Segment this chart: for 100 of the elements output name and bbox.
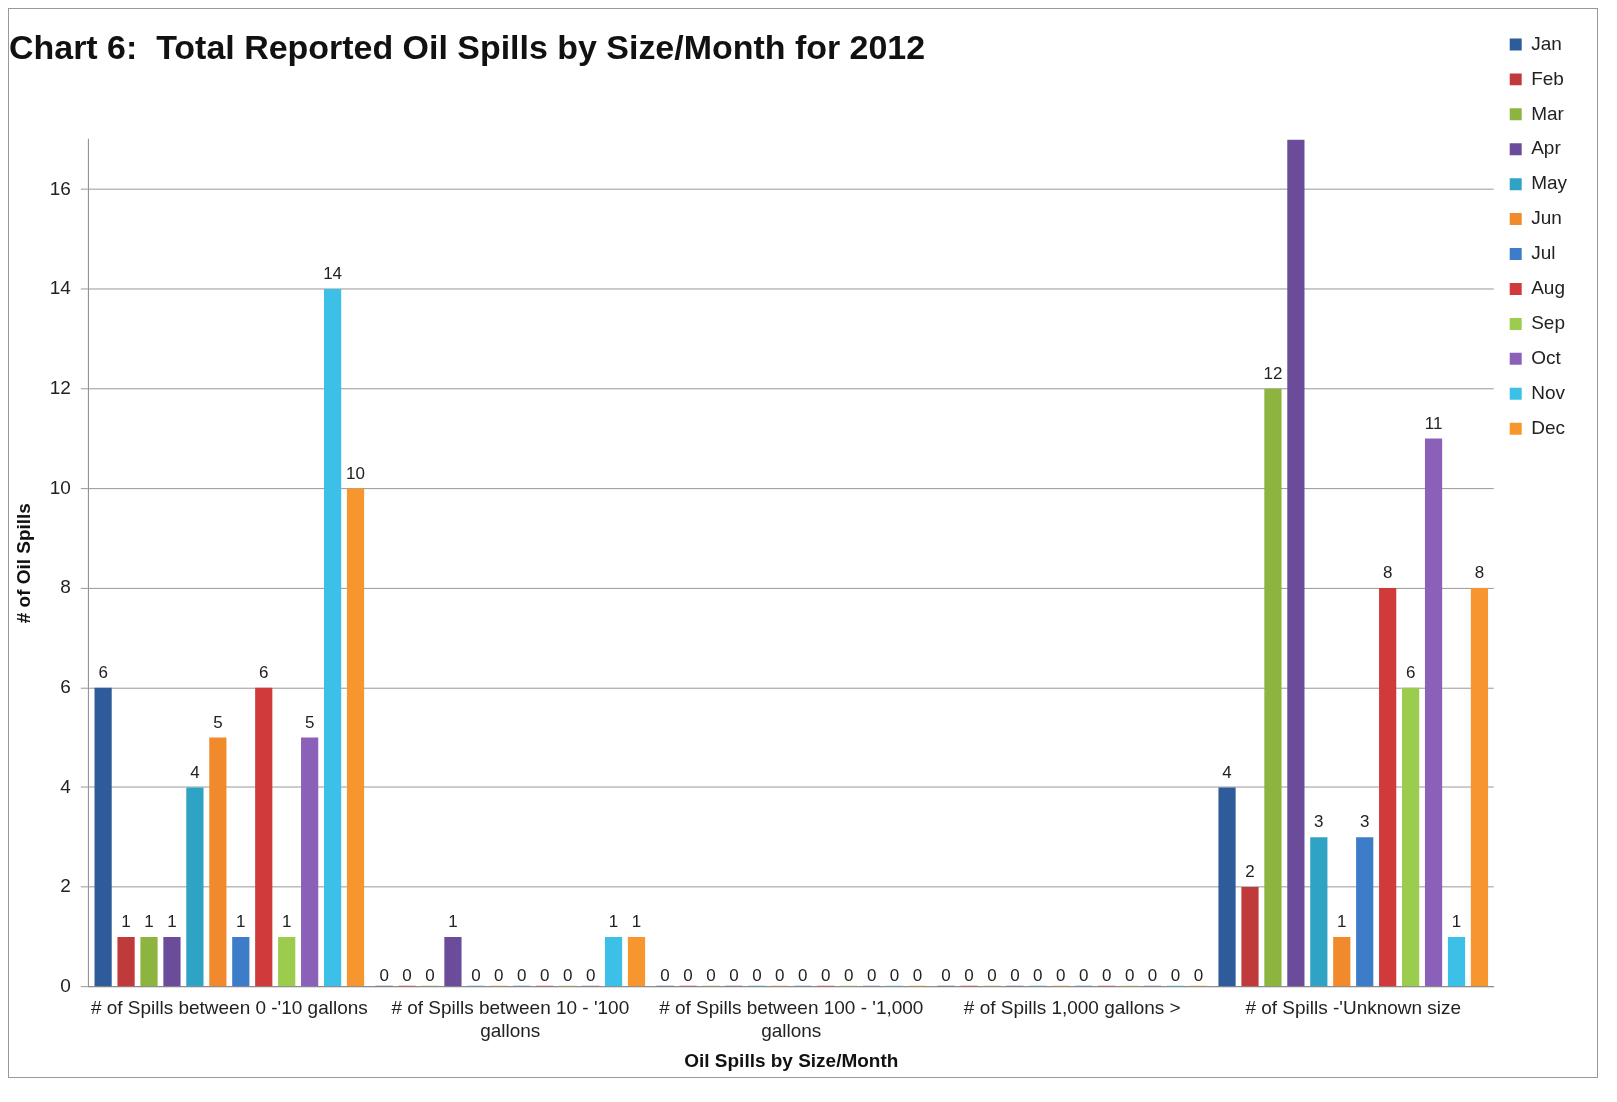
data-label: 0 bbox=[775, 965, 785, 985]
data-label: 0 bbox=[964, 965, 974, 985]
data-label: 0 bbox=[843, 965, 854, 985]
data-label: 1 bbox=[448, 912, 458, 932]
legend-label: Sep bbox=[1531, 312, 1565, 334]
bar bbox=[604, 936, 623, 987]
y-tick-label: 4 bbox=[60, 775, 71, 797]
y-tick-label: 14 bbox=[49, 277, 71, 299]
data-label: 14 bbox=[323, 264, 343, 284]
bar bbox=[94, 687, 112, 987]
legend-label: Jun bbox=[1531, 207, 1562, 229]
bar bbox=[1218, 787, 1236, 987]
data-label: 5 bbox=[304, 712, 315, 732]
legend-label: Feb bbox=[1531, 67, 1564, 89]
data-label: 0 bbox=[706, 965, 716, 985]
y-tick-label: 6 bbox=[60, 675, 71, 697]
bar bbox=[1470, 588, 1489, 987]
bar bbox=[117, 936, 135, 987]
bar bbox=[278, 936, 296, 987]
data-label: 11 bbox=[1424, 413, 1443, 433]
data-label: 0 bbox=[585, 965, 596, 985]
data-label: 0 bbox=[683, 965, 693, 985]
bar bbox=[1333, 936, 1351, 987]
x-tick-label: # of Spills -'Unknown size bbox=[1245, 997, 1462, 1019]
data-label: 1 bbox=[608, 912, 619, 932]
data-label: 0 bbox=[1033, 965, 1043, 985]
data-label: 0 bbox=[1056, 965, 1066, 985]
bar bbox=[163, 936, 181, 987]
data-label: 0 bbox=[471, 965, 481, 985]
legend-label: Apr bbox=[1531, 137, 1561, 159]
data-label: 1 bbox=[281, 912, 292, 932]
legend-label: May bbox=[1531, 172, 1568, 194]
data-label: 1 bbox=[144, 912, 154, 932]
data-label: 0 bbox=[1101, 965, 1112, 985]
y-tick-label: 12 bbox=[49, 376, 71, 398]
data-label: 1 bbox=[236, 912, 246, 932]
data-label: 1 bbox=[631, 912, 642, 932]
y-tick-label: 16 bbox=[49, 177, 71, 199]
bar bbox=[1264, 388, 1282, 987]
data-label: 1 bbox=[1451, 912, 1462, 932]
data-label: 8 bbox=[1382, 563, 1393, 583]
data-label: 5 bbox=[213, 712, 223, 732]
y-tick-label: 0 bbox=[60, 975, 71, 996]
legend-label: Jul bbox=[1531, 242, 1556, 264]
x-axis-title: Oil Spills by Size/Month bbox=[684, 1049, 899, 1071]
data-label: 0 bbox=[798, 965, 808, 985]
data-label: 3 bbox=[1360, 812, 1370, 832]
bar bbox=[1447, 936, 1466, 987]
data-label: 0 bbox=[889, 965, 900, 985]
data-label: 0 bbox=[729, 965, 739, 985]
legend-label: Mar bbox=[1531, 102, 1564, 124]
bar bbox=[255, 687, 273, 987]
data-label: 0 bbox=[425, 965, 435, 985]
legend-label: Aug bbox=[1531, 277, 1565, 299]
bar bbox=[140, 936, 158, 987]
x-tick-label: # of Spills between 0 -'10 gallons bbox=[90, 997, 368, 1019]
bar bbox=[1379, 588, 1397, 987]
data-label: 1 bbox=[1337, 912, 1347, 932]
data-label: 8 bbox=[1474, 563, 1485, 583]
data-label: 0 bbox=[1193, 965, 1204, 985]
data-label: 12 bbox=[1263, 363, 1283, 383]
x-tick-label: # of Spills 1,000 gallons > bbox=[963, 997, 1181, 1019]
bar bbox=[1241, 887, 1259, 987]
data-label: 0 bbox=[912, 965, 923, 985]
x-tick-label: # of Spills between 100 - '1,000 gallons bbox=[659, 997, 924, 1042]
data-label: 0 bbox=[660, 965, 670, 985]
data-label: 0 bbox=[1147, 965, 1158, 985]
bar bbox=[186, 787, 204, 987]
bar bbox=[346, 488, 365, 987]
bar bbox=[1424, 438, 1443, 987]
data-label: 4 bbox=[190, 762, 200, 782]
data-label: 0 bbox=[540, 965, 550, 985]
data-label: 0 bbox=[562, 965, 573, 985]
data-label: 0 bbox=[494, 965, 504, 985]
data-label: 1 bbox=[121, 912, 131, 932]
data-label: 6 bbox=[1405, 662, 1416, 682]
bar bbox=[301, 737, 319, 987]
y-axis-title: # of Oil Spills bbox=[12, 503, 34, 624]
data-label: 0 bbox=[941, 965, 951, 985]
x-tick-label: # of Spills between 10 - '100 gallons bbox=[391, 997, 630, 1042]
legend-label: Oct bbox=[1531, 347, 1562, 369]
legend-label: Nov bbox=[1531, 382, 1566, 403]
data-label: 0 bbox=[1010, 965, 1020, 985]
data-label: 0 bbox=[402, 965, 412, 985]
bar bbox=[1356, 837, 1374, 987]
bar bbox=[232, 936, 250, 987]
data-label: 4 bbox=[1222, 762, 1232, 782]
legend-label: Dec bbox=[1531, 416, 1565, 438]
data-label: 2 bbox=[1245, 862, 1255, 882]
data-label: 6 bbox=[259, 662, 269, 682]
bar bbox=[627, 936, 646, 987]
data-label: 0 bbox=[1124, 965, 1135, 985]
data-label: 1 bbox=[167, 912, 177, 932]
y-tick-label: 8 bbox=[60, 576, 71, 598]
data-label: 0 bbox=[1079, 965, 1089, 985]
data-label: 6 bbox=[98, 662, 108, 682]
data-label: 10 bbox=[346, 463, 365, 483]
y-tick-label: 2 bbox=[60, 875, 71, 897]
bar bbox=[323, 289, 342, 987]
bar bbox=[209, 737, 227, 987]
